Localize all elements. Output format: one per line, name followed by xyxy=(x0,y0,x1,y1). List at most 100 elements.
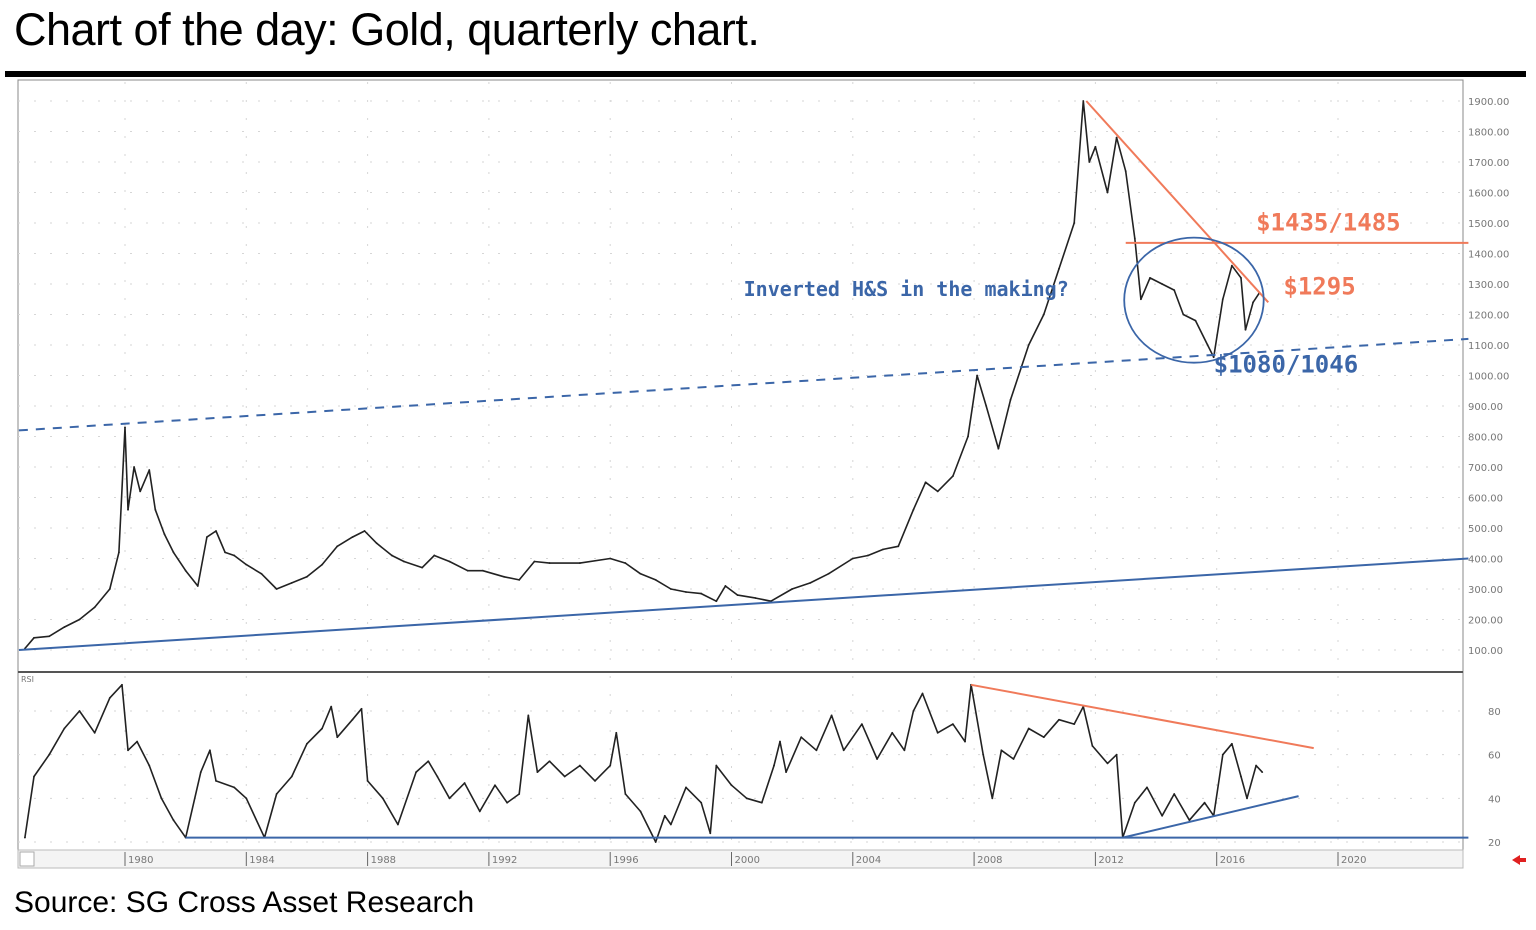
gold-price-line-point xyxy=(118,551,120,554)
rsi-line-point xyxy=(830,714,833,717)
gold-price-line-point xyxy=(108,588,111,590)
price-tick-label: 900.00 xyxy=(1468,402,1503,413)
rsi-line-point xyxy=(1255,764,1258,767)
rsi-line-point xyxy=(336,736,339,739)
annotation-label: Inverted H&S in the making? xyxy=(744,277,1069,301)
gold-price-line-point xyxy=(997,447,1000,450)
head-shoulders-circle xyxy=(1123,236,1265,364)
gold-price-line-point xyxy=(1082,100,1085,102)
gold-price-line-point xyxy=(1230,264,1233,267)
rsi-tick-label: 20 xyxy=(1488,838,1501,849)
gold-price-line-point xyxy=(936,490,939,493)
rsi-line-point xyxy=(397,823,399,826)
gold-price-line-point xyxy=(93,606,96,609)
rsi-line-point xyxy=(415,771,418,774)
gold-price-line-point xyxy=(139,490,142,493)
rsi-line-point xyxy=(912,710,915,712)
rsi-line-point xyxy=(1042,736,1045,739)
gold-price-line-point xyxy=(260,572,263,575)
gold-price-line-point xyxy=(1212,356,1215,359)
gold-price-line-point xyxy=(754,597,757,600)
gold-price-line-point xyxy=(224,551,226,554)
arrow-left-icon[interactable] xyxy=(1512,855,1526,865)
rsi-line-point xyxy=(1161,814,1164,817)
rsi-line-point xyxy=(936,731,939,734)
annotation-label: $1435/1485 xyxy=(1256,209,1401,237)
gold-price-line-point xyxy=(1115,136,1118,139)
gold-price-line-point xyxy=(882,548,885,551)
rsi-line-point xyxy=(760,801,763,804)
year-tick-label: 1992 xyxy=(492,855,517,866)
gold-price-line-point xyxy=(133,466,135,468)
rsi-line-point xyxy=(745,797,748,800)
year-tick-label: 2012 xyxy=(1098,855,1123,866)
annotation-label: $1295 xyxy=(1283,273,1355,301)
rsi-rising-line xyxy=(1122,795,1299,839)
rsi-line-point xyxy=(1115,753,1118,756)
gold-price-line-point xyxy=(1094,145,1097,148)
gold-price-line-point xyxy=(1106,191,1109,194)
gold-price-line-point xyxy=(163,533,166,535)
rsi-line-point xyxy=(876,758,878,760)
scroll-box[interactable] xyxy=(19,851,35,867)
rsi-line-point xyxy=(1012,758,1015,760)
year-tick-label: 1996 xyxy=(613,855,638,866)
gold-price-line-point xyxy=(290,582,293,584)
rsi-line-point xyxy=(685,786,687,789)
gold-price-line-point xyxy=(609,557,612,560)
rsi-line-point xyxy=(536,771,539,774)
rsi-line-point xyxy=(903,749,906,752)
rsi-line-point xyxy=(233,786,236,789)
gold-price-line-point xyxy=(1009,399,1012,401)
price-tick-label: 200.00 xyxy=(1468,616,1503,627)
dashed-neckline-line xyxy=(18,337,1469,432)
rsi-line-point xyxy=(654,841,657,843)
gold-price-line-point xyxy=(897,545,900,548)
rsi-line-point xyxy=(48,753,51,756)
gold-price-line-point xyxy=(1244,328,1247,331)
gold-price-line-point xyxy=(985,405,988,407)
price-tick-label: 300.00 xyxy=(1468,585,1503,596)
rsi-line-point xyxy=(127,749,129,752)
gold-price-line-point xyxy=(1161,283,1164,285)
gold-price-line-point xyxy=(375,542,378,545)
rsi-line-point xyxy=(1230,742,1233,745)
gold-price-line-point xyxy=(715,600,718,603)
gold-price-line-point xyxy=(1221,298,1224,301)
rsi-line-point xyxy=(24,836,26,839)
price-tick-label: 1500.00 xyxy=(1468,219,1509,230)
year-tick-label: 2020 xyxy=(1341,855,1366,866)
gold-price-line-point xyxy=(809,582,812,584)
year-tick-label: 2016 xyxy=(1220,855,1245,866)
rsi-line-point xyxy=(108,697,111,699)
rsi-line-point xyxy=(1091,745,1094,747)
rsi-line-point xyxy=(275,793,278,795)
rsi-line-point xyxy=(245,797,248,800)
gold-price-line-point xyxy=(351,536,354,539)
rsi-line-point xyxy=(663,814,666,817)
gold-price-line-point xyxy=(403,560,405,563)
rsi-line-point xyxy=(1173,793,1176,795)
rsi-line-point xyxy=(563,775,566,778)
rsi-line-point xyxy=(494,784,496,787)
gold-price-line-point xyxy=(1182,313,1185,316)
gold-price-line-point xyxy=(124,426,126,429)
rsi-line-point xyxy=(366,779,369,782)
rsi-line-point xyxy=(1133,801,1136,804)
gold-price-line-point xyxy=(205,536,208,539)
gold-price-line-point xyxy=(1027,344,1030,346)
gold-price-line-point xyxy=(466,569,469,572)
descending-resistance-line xyxy=(1085,100,1269,303)
gold-price-line-point xyxy=(363,530,366,532)
gold-price-line-point xyxy=(172,551,175,554)
rsi-line-point xyxy=(351,718,354,721)
gold-price-line-point xyxy=(639,572,642,575)
rsi-line-point xyxy=(215,779,217,782)
price-tick-label: 1700.00 xyxy=(1468,158,1509,169)
gold-price-line-point xyxy=(1139,298,1142,301)
gold-price-line-point xyxy=(233,554,236,557)
rsi-line-point xyxy=(639,810,642,813)
gold-price-line-point xyxy=(736,594,739,596)
rsi-line-point xyxy=(669,823,672,826)
